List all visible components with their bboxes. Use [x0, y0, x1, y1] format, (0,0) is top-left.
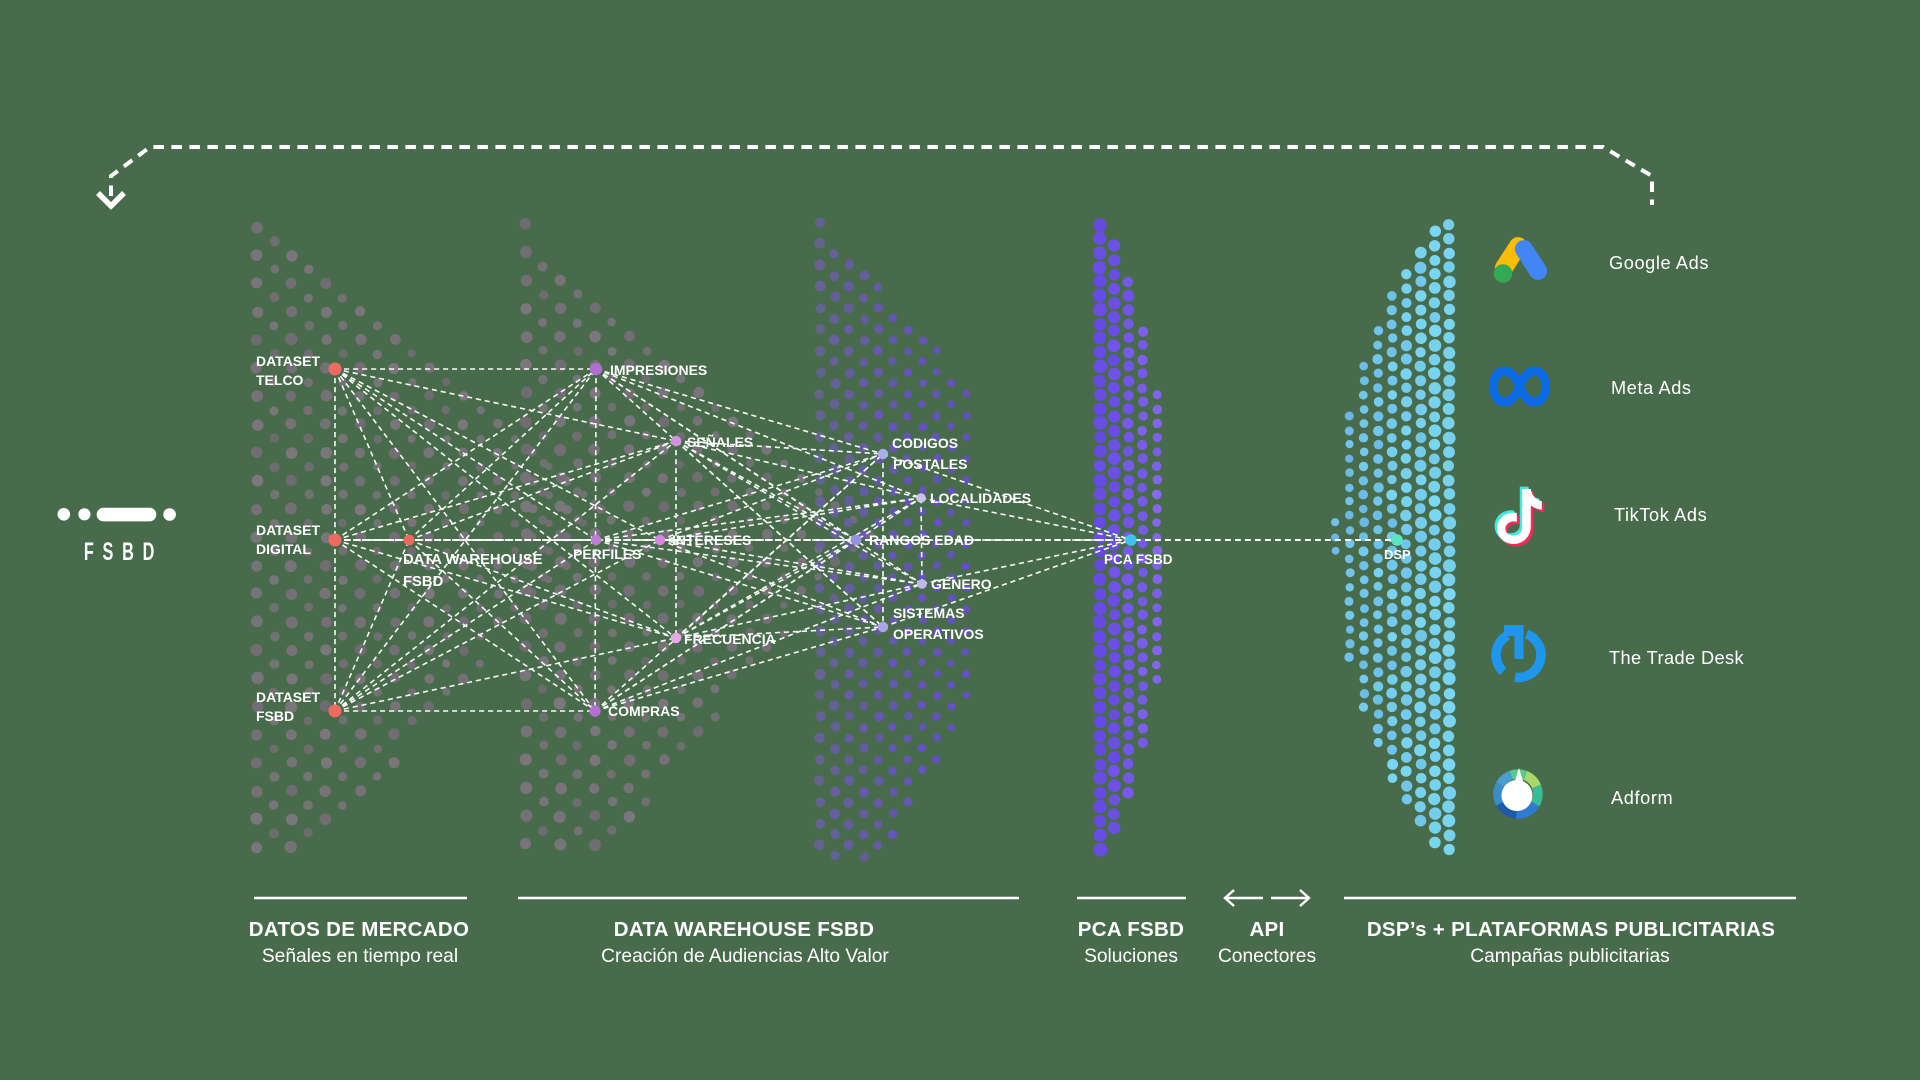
svg-text:Soluciones: Soluciones	[1084, 946, 1178, 967]
svg-text:COMPRAS: COMPRAS	[608, 703, 680, 719]
svg-text:PCA FSBD: PCA FSBD	[1078, 918, 1184, 941]
svg-text:Conectores: Conectores	[1218, 946, 1316, 967]
svg-text:TELCO: TELCO	[256, 372, 304, 388]
svg-text:FSBD: FSBD	[256, 708, 294, 724]
svg-text:IMPRESIONES: IMPRESIONES	[610, 362, 707, 378]
svg-text:OPERATIVOS: OPERATIVOS	[893, 626, 984, 642]
svg-text:FSBD: FSBD	[84, 539, 163, 566]
svg-text:POSTALES: POSTALES	[893, 456, 967, 472]
svg-text:DSP’s + PLATAFORMAS PUBLICITAR: DSP’s + PLATAFORMAS PUBLICITARIAS	[1367, 918, 1775, 941]
svg-text:Señales en tiempo real: Señales en tiempo real	[262, 946, 458, 967]
svg-text:PCA FSBD: PCA FSBD	[1104, 552, 1173, 567]
svg-text:Google Ads: Google Ads	[1609, 253, 1709, 273]
svg-text:Meta Ads: Meta Ads	[1611, 378, 1692, 398]
svg-text:CODIGOS: CODIGOS	[892, 435, 958, 451]
svg-text:DATASET: DATASET	[256, 353, 320, 369]
svg-text:The Trade Desk: The Trade Desk	[1609, 648, 1744, 668]
svg-text:DATASET: DATASET	[256, 522, 320, 538]
svg-text:LOCALIDADES: LOCALIDADES	[930, 490, 1031, 506]
svg-text:DATA WAREHOUSE FSBD: DATA WAREHOUSE FSBD	[614, 918, 874, 941]
svg-text:FSBD: FSBD	[403, 574, 444, 590]
svg-text:FRECUENCIA: FRECUENCIA	[684, 631, 776, 647]
svg-text:TikTok Ads: TikTok Ads	[1614, 505, 1707, 525]
svg-text:DATA WAREHOUSE: DATA WAREHOUSE	[403, 552, 543, 568]
svg-text:RANGOS EDAD: RANGOS EDAD	[869, 532, 974, 548]
svg-text:DATOS DE MERCADO: DATOS DE MERCADO	[249, 918, 469, 941]
svg-text:DIGITAL: DIGITAL	[256, 541, 311, 557]
svg-text:API: API	[1249, 918, 1284, 941]
svg-text:Creación de Audiencias Alto Va: Creación de Audiencias Alto Valor	[601, 946, 889, 967]
svg-text:INTERESES: INTERESES	[672, 532, 751, 548]
svg-text:SEÑALES: SEÑALES	[687, 433, 753, 450]
svg-text:GÉNERO: GÉNERO	[931, 576, 992, 592]
svg-text:DATASET: DATASET	[256, 689, 320, 705]
svg-text:PERFILES: PERFILES	[573, 546, 641, 562]
svg-text:Campañas publicitarias: Campañas publicitarias	[1470, 946, 1669, 967]
svg-text:Adform: Adform	[1611, 788, 1673, 808]
svg-text:SISTEMAS: SISTEMAS	[893, 605, 965, 621]
svg-text:DSP: DSP	[1384, 547, 1411, 562]
